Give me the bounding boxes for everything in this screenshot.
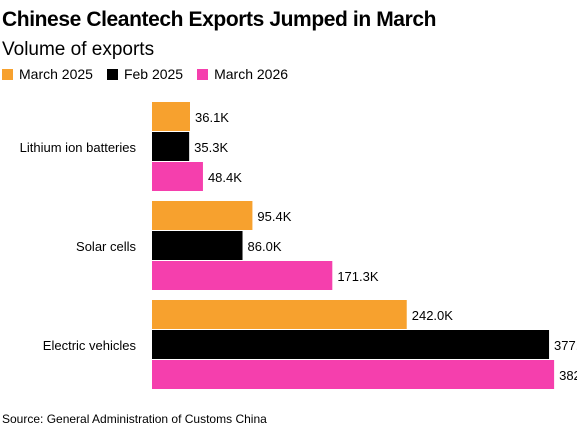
data-label-electric-vehicles-feb-2025: 377.2K	[554, 338, 577, 353]
legend-label-march-2025: March 2025	[19, 66, 93, 82]
category-label-lithium-ion-batteries: Lithium ion batteries	[20, 140, 137, 155]
data-label-solar-cells-march-2026: 171.3K	[337, 269, 379, 284]
data-label-electric-vehicles-march-2025: 242.0K	[412, 308, 454, 323]
chart-title: Chinese Cleantech Exports Jumped in Marc…	[2, 8, 437, 31]
legend-swatch-feb-2025	[106, 68, 118, 80]
legend-item-march-2026: March 2026	[197, 66, 288, 82]
legend-swatch-march-2025	[2, 68, 13, 80]
chart-subtitle: Volume of exports	[2, 39, 155, 60]
bar-lithium-ion-batteries-march-2026	[152, 162, 203, 191]
data-label-electric-vehicles-march-2026: 382.0K	[559, 368, 577, 383]
bar-solar-cells-feb-2025	[152, 231, 243, 260]
data-label-lithium-ion-batteries-march-2025: 36.1K	[195, 110, 229, 125]
bar-lithium-ion-batteries-feb-2025	[152, 132, 190, 161]
bar-lithium-ion-batteries-march-2025	[152, 102, 190, 131]
bar-electric-vehicles-feb-2025	[152, 330, 550, 359]
category-label-solar-cells: Solar cells	[76, 239, 136, 254]
bar-solar-cells-march-2026	[152, 261, 333, 290]
data-label-lithium-ion-batteries-march-2026: 48.4K	[208, 170, 242, 185]
legend: March 2025 Feb 2025 March 2026	[2, 66, 302, 82]
bar-electric-vehicles-march-2026	[152, 360, 555, 389]
data-label-solar-cells-march-2025: 95.4K	[257, 209, 291, 224]
source-note: Source: General Administration of Custom…	[2, 412, 267, 426]
category-label-electric-vehicles: Electric vehicles	[43, 338, 137, 353]
legend-swatch-march-2026	[197, 68, 209, 80]
data-label-solar-cells-feb-2025: 86.0K	[248, 239, 282, 254]
legend-item-march-2025: March 2025	[2, 66, 93, 82]
bar-electric-vehicles-march-2025	[152, 300, 407, 329]
data-label-lithium-ion-batteries-feb-2025: 35.3K	[194, 140, 228, 155]
legend-label-feb-2025: Feb 2025	[123, 66, 184, 82]
bar-solar-cells-march-2025	[152, 201, 253, 230]
legend-label-march-2026: March 2026	[214, 66, 289, 82]
legend-item-feb-2025: Feb 2025	[106, 66, 184, 82]
